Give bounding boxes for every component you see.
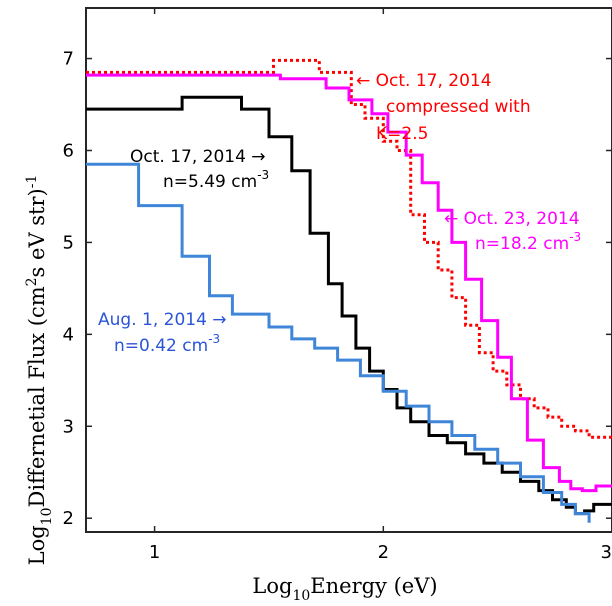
y-tick-label: 2 <box>63 508 74 529</box>
y-axis-label-rest: s eV str) <box>25 188 49 277</box>
x-axis-label-sub: 10 <box>292 588 310 604</box>
series-line-0 <box>86 58 612 439</box>
annotation-oct17-compressed-line2: compressed with <box>386 97 531 117</box>
annotation-aug1-line1: Aug. 1, 2014 → <box>98 310 227 330</box>
annotation-oct17-compressed: ← Oct. 17, 2014 compressed with K=2.5 <box>356 71 531 144</box>
series-layer <box>86 58 612 523</box>
x-tick-label: 1 <box>149 542 160 563</box>
series-line-3 <box>86 162 591 523</box>
x-axis-label-rest: Energy (eV) <box>310 574 437 598</box>
annotation-oct23: ← Oct. 23, 2014 n=18.2 cm-3 <box>444 209 581 254</box>
annotation-oct17-compressed-line1: ← Oct. 17, 2014 <box>356 71 492 91</box>
annotation-oct23-line2: n=18.2 cm-3 <box>475 230 581 254</box>
y-tick-label: 5 <box>63 232 74 253</box>
annotation-oct17-density: n=5.49 cm <box>163 172 257 192</box>
x-axis-label-base: Log <box>252 574 292 598</box>
tick-layer: 1 2 3 2 3 4 5 6 7 <box>63 8 612 563</box>
annotation-oct17-exponent: -3 <box>257 168 269 182</box>
annotation-oct17: Oct. 17, 2014 → n=5.49 cm-3 <box>130 147 269 192</box>
y-tick-label: 6 <box>63 140 74 161</box>
y-axis-label-base: Log <box>25 525 49 565</box>
annotation-oct17-compressed-line3: K=2.5 <box>376 124 428 144</box>
annotation-oct17-line1: Oct. 17, 2014 → <box>130 147 266 167</box>
x-tick-label: 2 <box>378 542 389 563</box>
annotation-aug1: Aug. 1, 2014 → n=0.42 cm-3 <box>98 310 227 356</box>
y-axis-label-mid: Differnetial Flux (cm <box>25 286 49 507</box>
x-axis-label: Log10Energy (eV) <box>252 574 437 604</box>
annotation-aug1-density: n=0.42 cm <box>114 336 208 356</box>
annotation-oct17-line2: n=5.49 cm-3 <box>163 168 269 192</box>
y-tick-label: 4 <box>63 324 74 345</box>
y-tick-label: 3 <box>63 416 74 437</box>
annotation-oct23-line1: ← Oct. 23, 2014 <box>444 209 580 229</box>
y-axis-label-sub: 10 <box>39 508 55 526</box>
y-axis-label-sup: 2 <box>24 277 40 286</box>
series-line-1 <box>86 73 612 493</box>
annotation-aug1-line2: n=0.42 cm-3 <box>114 332 220 356</box>
x-tick-label: 3 <box>601 542 612 563</box>
y-axis-label-sup2: -1 <box>24 175 40 189</box>
y-tick-label: 7 <box>63 49 74 70</box>
y-axis-label: Log10Differnetial Flux (cm2s eV str)-1 <box>24 175 55 566</box>
annotation-aug1-exponent: -3 <box>208 332 220 346</box>
annotation-oct23-exponent: -3 <box>569 230 581 244</box>
annotation-oct23-density: n=18.2 cm <box>475 234 569 254</box>
